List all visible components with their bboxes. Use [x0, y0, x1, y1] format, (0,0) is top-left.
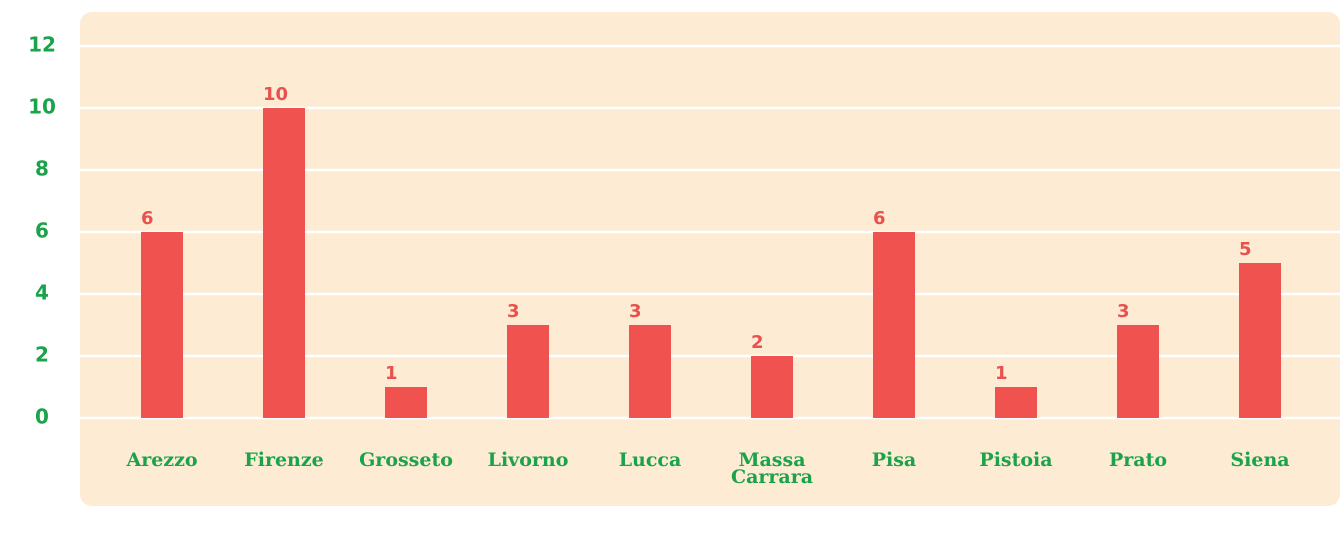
data-label: 2 [751, 332, 764, 353]
bar [1239, 263, 1281, 418]
bar [141, 232, 183, 418]
y-tick-label: 8 [35, 157, 49, 181]
data-label: 3 [629, 301, 642, 322]
x-tick-label: Massa Carrara [730, 449, 814, 488]
bar [751, 356, 793, 418]
y-tick-label: 2 [35, 343, 49, 367]
x-tick-label: Prato [1108, 449, 1168, 471]
bar [629, 325, 671, 418]
data-label: 5 [1239, 239, 1252, 260]
bar [1117, 325, 1159, 418]
bar [263, 108, 305, 418]
x-tick-label: Grosseto [359, 449, 453, 471]
x-tick-label: Pisa [871, 449, 917, 471]
y-tick-label: 10 [28, 95, 56, 119]
data-label: 3 [507, 301, 520, 322]
y-tick-label: 4 [35, 281, 49, 305]
y-tick-label: 6 [35, 219, 49, 243]
data-label: 6 [141, 208, 154, 229]
x-tick-label: Livorno [487, 449, 569, 471]
data-label: 10 [263, 84, 288, 105]
data-label: 1 [995, 363, 1008, 384]
bar [385, 387, 427, 418]
x-tick-label: Lucca [618, 449, 682, 471]
bar [507, 325, 549, 418]
x-tick-label: Siena [1230, 449, 1290, 471]
y-tick-label: 0 [35, 405, 49, 429]
bar [873, 232, 915, 418]
y-tick-label: 12 [28, 33, 56, 57]
data-label: 3 [1117, 301, 1130, 322]
bar [995, 387, 1037, 418]
x-tick-label: Firenze [244, 449, 324, 471]
data-label: 1 [385, 363, 398, 384]
data-label: 6 [873, 208, 886, 229]
x-tick-label: Pistoia [979, 449, 1053, 471]
plot-background [80, 12, 1340, 506]
x-tick-label: Arezzo [126, 449, 198, 471]
